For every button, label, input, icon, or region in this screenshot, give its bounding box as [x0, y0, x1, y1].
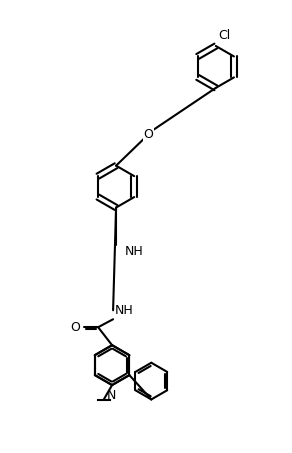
Text: Cl: Cl — [218, 29, 231, 42]
Text: O: O — [144, 128, 153, 141]
Text: N: N — [106, 389, 116, 402]
Text: NH: NH — [125, 245, 144, 258]
Text: O: O — [70, 321, 80, 334]
Text: NH: NH — [115, 304, 134, 317]
